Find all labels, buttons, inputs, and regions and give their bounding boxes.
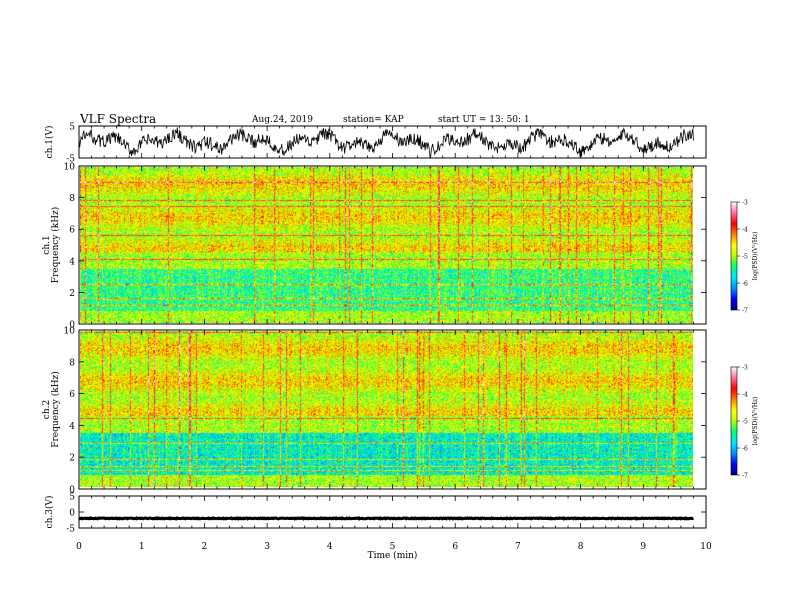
- y-axis-label: Frequency (kHz): [50, 207, 61, 284]
- y-tick-label: 2: [69, 289, 75, 299]
- colorbar-tick-label: -6: [742, 446, 748, 453]
- colorbar-tick-label: -5: [742, 419, 748, 426]
- y-tick-label: 4: [69, 257, 75, 267]
- x-tick-label: 2: [202, 542, 208, 552]
- spectrogram-images: [80, 167, 693, 487]
- x-tick-label: 3: [264, 542, 270, 552]
- y-tick-label: 6: [69, 226, 75, 236]
- y-axis-label: ch.3(V): [44, 496, 55, 529]
- spectrogram-image-ch1: [80, 167, 693, 323]
- colorbar-tick-label: -7: [742, 473, 748, 480]
- colorbar-tick-label: -6: [742, 281, 748, 288]
- spectrogram-image-ch2: [80, 331, 693, 487]
- x-tick-label: 1: [139, 542, 145, 552]
- colorbar-2: [730, 366, 738, 476]
- y-tick-label: 8: [69, 358, 75, 368]
- y-tick-label: 8: [69, 194, 75, 204]
- colorbar-tick-label: -4: [742, 227, 748, 234]
- x-tick-label: 6: [452, 542, 458, 552]
- y-tick-label: 0: [69, 509, 75, 519]
- ch3-waveform-line: [78, 515, 694, 521]
- x-tick-label: 10: [700, 542, 712, 552]
- colorbar-tick-label: -5: [742, 254, 748, 261]
- channel-label: ch.2: [42, 400, 52, 419]
- y-tick-label: 5: [69, 123, 75, 133]
- x-tick-label: 8: [578, 542, 584, 552]
- x-tick-label: 7: [515, 542, 521, 552]
- y-tick-label: 10: [64, 163, 76, 173]
- colorbar-label: log(PSD)(V²/Hz): [752, 232, 759, 281]
- ch1-waveform-line: [78, 127, 694, 158]
- y-axis-label: Frequency (kHz): [50, 371, 61, 448]
- y-tick-label: 0: [69, 321, 75, 331]
- colorbar-tick-label: -3: [742, 200, 748, 207]
- colorbar-tick-label: -4: [742, 392, 748, 399]
- y-tick-label: 6: [69, 390, 75, 400]
- axes: [78, 125, 740, 529]
- station-label: station= KAP: [343, 115, 404, 125]
- waveform-traces: [78, 127, 694, 521]
- x-tick-label: 4: [327, 542, 333, 552]
- date-label: Aug.24, 2019: [252, 115, 313, 125]
- y-tick-label: 10: [64, 327, 76, 337]
- channel-label: ch.1: [42, 235, 52, 254]
- y-tick-label: 5: [69, 493, 75, 503]
- y-tick-label: -5: [66, 155, 75, 165]
- y-tick-label: -5: [66, 525, 75, 535]
- colorbar-label: log(PSD)(V²/Hz): [752, 397, 759, 446]
- x-axis-label: Time (min): [368, 550, 418, 561]
- colorbar-tick-label: -3: [742, 365, 748, 372]
- y-tick-label: 2: [69, 454, 75, 464]
- y-axis-label: ch.1(V): [44, 126, 55, 159]
- x-tick-label: 9: [640, 542, 646, 552]
- colorbar-1: [730, 201, 738, 311]
- y-tick-label: 4: [69, 422, 75, 432]
- y-tick-label: 0: [69, 486, 75, 496]
- x-tick-label: 5: [390, 542, 396, 552]
- x-tick-label: 0: [76, 542, 82, 552]
- plot-title: VLF Spectra: [80, 112, 157, 126]
- start-ut-label: start UT = 13: 50: 1: [438, 115, 530, 125]
- colorbar-tick-label: -7: [742, 308, 748, 315]
